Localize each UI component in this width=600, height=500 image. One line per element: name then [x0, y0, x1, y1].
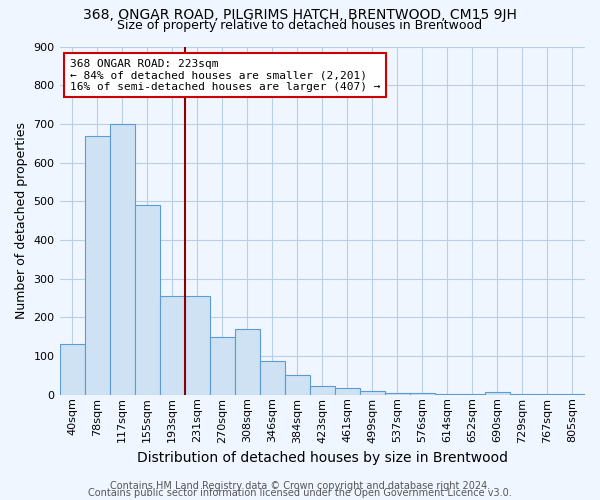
- X-axis label: Distribution of detached houses by size in Brentwood: Distribution of detached houses by size …: [137, 451, 508, 465]
- Bar: [460, 394, 485, 395]
- Bar: [260, 360, 285, 395]
- Text: Contains HM Land Registry data © Crown copyright and database right 2024.: Contains HM Land Registry data © Crown c…: [110, 481, 490, 491]
- Y-axis label: Number of detached properties: Number of detached properties: [15, 122, 28, 319]
- Text: Contains public sector information licensed under the Open Government Licence v3: Contains public sector information licen…: [88, 488, 512, 498]
- Bar: [134, 205, 160, 395]
- Bar: [385, 393, 410, 395]
- Bar: [485, 392, 510, 395]
- Bar: [360, 392, 385, 395]
- Bar: [310, 386, 335, 395]
- Bar: [185, 296, 209, 395]
- Bar: [209, 338, 235, 395]
- Bar: [59, 344, 85, 395]
- Text: 368, ONGAR ROAD, PILGRIMS HATCH, BRENTWOOD, CM15 9JH: 368, ONGAR ROAD, PILGRIMS HATCH, BRENTWO…: [83, 8, 517, 22]
- Bar: [160, 296, 185, 395]
- Bar: [235, 329, 260, 395]
- Bar: [335, 388, 360, 395]
- Bar: [85, 136, 110, 395]
- Bar: [285, 376, 310, 395]
- Bar: [410, 393, 435, 395]
- Bar: [510, 394, 535, 395]
- Text: 368 ONGAR ROAD: 223sqm
← 84% of detached houses are smaller (2,201)
16% of semi-: 368 ONGAR ROAD: 223sqm ← 84% of detached…: [70, 58, 380, 92]
- Bar: [435, 394, 460, 395]
- Bar: [110, 124, 134, 395]
- Text: Size of property relative to detached houses in Brentwood: Size of property relative to detached ho…: [118, 19, 482, 32]
